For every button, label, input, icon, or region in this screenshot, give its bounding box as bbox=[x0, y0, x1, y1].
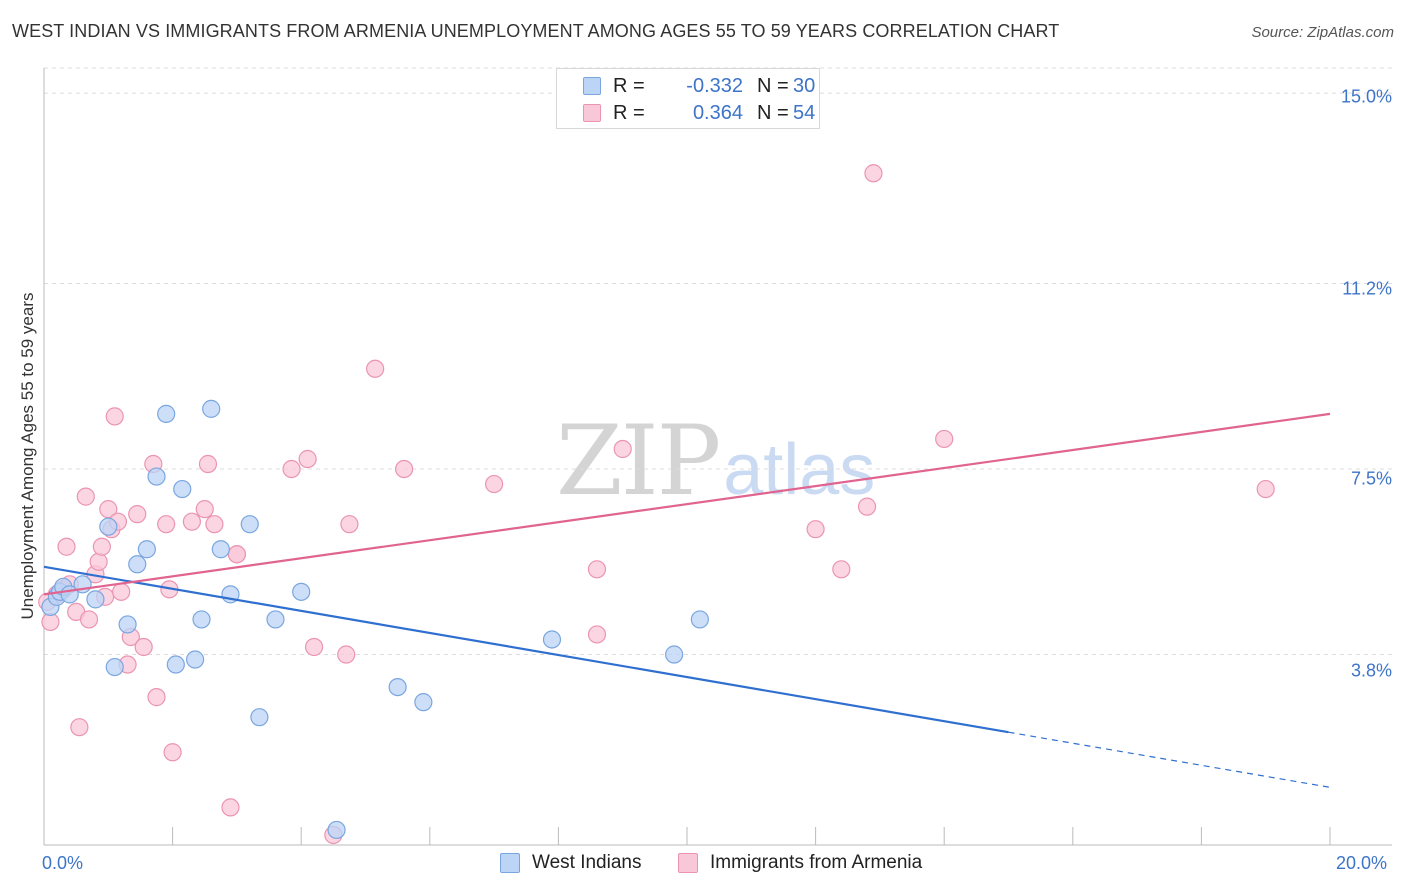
armenia-point bbox=[587, 625, 607, 644]
armenia-point bbox=[89, 552, 108, 571]
west-indian-trendline-extension bbox=[1008, 731, 1331, 788]
x-tick-label-min: 0.0% bbox=[42, 853, 84, 873]
chart-title: WEST INDIAN VS IMMIGRANTS FROM ARMENIA U… bbox=[12, 21, 1060, 41]
legend-label: Immigrants from Armenia bbox=[710, 852, 923, 873]
armenia-point bbox=[485, 474, 504, 494]
armenia-point bbox=[79, 610, 99, 629]
armenia-point bbox=[76, 487, 95, 506]
legend-label: West Indians bbox=[532, 852, 642, 873]
west-indian-trendline bbox=[43, 565, 1009, 734]
armenia-point bbox=[394, 459, 414, 479]
west-indian-point bbox=[86, 590, 105, 609]
armenia-point bbox=[613, 439, 632, 459]
armenia-point bbox=[128, 505, 147, 524]
west-indian-point bbox=[211, 540, 230, 559]
west-indian-point bbox=[388, 677, 407, 697]
west-indian-point bbox=[173, 479, 192, 499]
armenia-point bbox=[205, 515, 224, 534]
r-label: R = bbox=[613, 102, 645, 124]
n-label: N = bbox=[757, 102, 789, 124]
armenia-point bbox=[182, 512, 201, 531]
legend-swatch-pink bbox=[583, 104, 601, 122]
west-indian-point bbox=[414, 693, 433, 712]
r-value: 0.364 bbox=[692, 102, 743, 124]
armenia-point bbox=[57, 537, 76, 556]
west-indian-point bbox=[128, 555, 147, 574]
west-indian-point bbox=[105, 657, 124, 677]
armenia-point bbox=[832, 560, 851, 579]
west-indian-point bbox=[118, 615, 137, 634]
legend-swatch-blue bbox=[583, 77, 601, 95]
y-tick-label: 15.0% bbox=[1340, 86, 1392, 107]
legend-swatch-pink bbox=[678, 853, 698, 873]
x-tick-label-max: 20.0% bbox=[1336, 853, 1388, 873]
r-label: R = bbox=[613, 75, 645, 97]
armenia-point bbox=[163, 743, 182, 762]
n-label: N = bbox=[757, 75, 789, 97]
armenia-point bbox=[366, 359, 385, 378]
armenia-point bbox=[857, 497, 877, 516]
west-indian-point bbox=[186, 650, 205, 669]
armenia-point bbox=[227, 545, 246, 564]
west-indian-point bbox=[665, 645, 684, 664]
armenia-point bbox=[112, 582, 131, 601]
armenia-point bbox=[282, 459, 301, 479]
west-indian-point bbox=[99, 517, 118, 536]
armenia-point bbox=[92, 537, 111, 556]
west-indian-point bbox=[157, 404, 176, 423]
west-indian-point bbox=[147, 467, 166, 486]
west-indian-point bbox=[327, 820, 346, 840]
armenia-point bbox=[70, 718, 89, 737]
armenia-point bbox=[221, 798, 240, 817]
armenia-point bbox=[1256, 479, 1275, 499]
armenia-point bbox=[337, 645, 356, 664]
west-indian-point bbox=[266, 610, 285, 629]
r-value: -0.332 bbox=[686, 75, 743, 97]
armenia-point bbox=[195, 500, 214, 519]
west-indian-point bbox=[137, 540, 156, 559]
west-indian-point bbox=[690, 610, 709, 629]
armenia-point bbox=[864, 164, 883, 183]
n-value: 54 bbox=[793, 102, 816, 124]
armenia-point bbox=[298, 449, 317, 469]
legend-swatch-blue bbox=[500, 853, 520, 873]
armenia-point bbox=[304, 637, 324, 657]
west-indian-point bbox=[240, 515, 259, 534]
west-indian-point bbox=[202, 399, 221, 418]
armenia-point bbox=[935, 429, 954, 449]
armenia-point bbox=[147, 688, 166, 707]
y-tick-label: 7.5% bbox=[1350, 468, 1392, 489]
armenia-point bbox=[198, 454, 218, 474]
source-credit: Source: ZipAtlas.com bbox=[1251, 24, 1394, 41]
y-tick-label: 11.2% bbox=[1342, 278, 1392, 299]
armenia-trendline bbox=[43, 412, 1331, 596]
armenia-point bbox=[587, 560, 607, 579]
armenia-point bbox=[134, 637, 153, 657]
y-tick-label: 3.8% bbox=[1350, 660, 1392, 681]
n-value: 30 bbox=[793, 75, 816, 97]
armenia-point bbox=[340, 515, 359, 534]
west-indian-point bbox=[192, 610, 211, 629]
west-indian-point bbox=[250, 708, 269, 727]
armenia-point bbox=[105, 407, 124, 426]
y-axis-title: Unemployment Among Ages 55 to 59 years bbox=[18, 292, 37, 620]
west-indian-point bbox=[166, 655, 185, 674]
west-indian-point bbox=[292, 582, 311, 601]
armenia-point bbox=[806, 520, 825, 539]
correlation-legend: R = -0.332 N = 30 R = 0.364 N = 54 bbox=[556, 68, 820, 129]
west-indian-point bbox=[542, 630, 562, 649]
armenia-point bbox=[157, 515, 176, 534]
